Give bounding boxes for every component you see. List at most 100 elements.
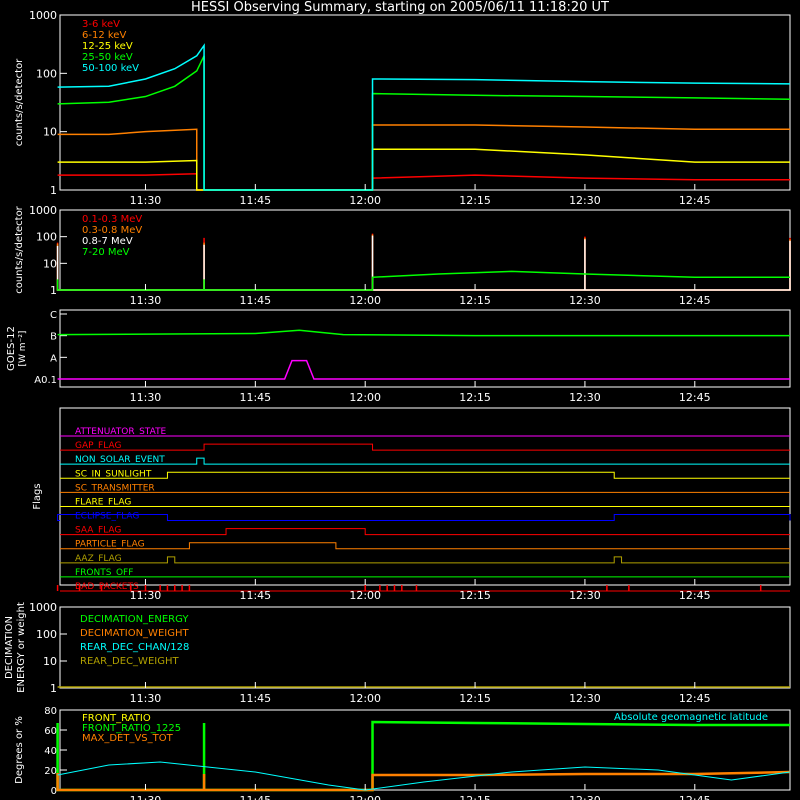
goes-xtick-label: 12:00 (349, 391, 381, 404)
flag-label-5: FLARE_FLAG (75, 497, 131, 507)
flag-label-4: SC_TRANSMITTER (75, 483, 155, 493)
flag-label-0: ATTENUATOR_STATE (75, 427, 167, 437)
goes-xtick-label: 11:45 (239, 391, 271, 404)
decimation-ytick-label: 1000 (29, 601, 57, 614)
count-rates-low-ytick-label: 10 (43, 126, 57, 139)
count-rates-high-xtick-label: 12:00 (349, 294, 381, 307)
count-rates-high-series-2 (56, 235, 791, 291)
ratios-xtick-label: 12:45 (679, 794, 711, 800)
count-rates-low-ytick-label: 100 (36, 67, 57, 80)
decimation-ylabel2: ENERGY or weight (16, 602, 27, 693)
decimation-xtick-label: 12:45 (679, 692, 711, 705)
flag-label-3: SC_IN_SUNLIGHT (75, 469, 152, 479)
flags-xtick-label: 12:00 (349, 589, 381, 602)
count-rates-low-xtick-label: 11:30 (130, 194, 162, 207)
count-rates-high-ytick-label: 1000 (29, 204, 57, 217)
goes-ytick-label: A0.1 (34, 375, 57, 386)
flag-label-8: PARTICLE_FLAG (75, 540, 145, 550)
count-rates-high-xtick-label: 12:45 (679, 294, 711, 307)
flags-xtick-label: 12:45 (679, 589, 711, 602)
ratios-xtick-label: 11:45 (239, 794, 271, 800)
flags-xtick-label: 12:30 (569, 589, 601, 602)
flag-line-6 (57, 514, 791, 522)
ratios-legend-1: FRONT_RATIO_1225 (82, 723, 181, 734)
decimation-legend-1: DECIMATION_WEIGHT (80, 628, 189, 639)
ratios-ytick-label: 80 (44, 706, 57, 717)
flag-line-9 (60, 556, 790, 564)
goes-xtick-label: 12:15 (459, 391, 491, 404)
decimation-ytick-label: 1 (50, 682, 57, 695)
ratios-ylabel: Degrees or % (14, 716, 25, 784)
flag-label-1: GAP_FLAG (75, 441, 121, 451)
count-rates-low-series-2 (57, 148, 790, 191)
count-rates-high-frame (59, 209, 791, 291)
count-rates-high-ylabel: counts/s/detector (14, 205, 25, 293)
goes-xtick-label: 11:30 (130, 391, 162, 404)
ratios-ytick-label: 20 (44, 766, 57, 777)
decimation-xtick-label: 12:30 (569, 692, 601, 705)
flag-label-11: BAD_PACKETS (75, 582, 139, 592)
ratios-xtick-label: 12:30 (569, 794, 601, 800)
count-rates-low-ytick-label: 1 (50, 184, 57, 197)
flags-frame (59, 407, 791, 586)
flag-label-6: ECLIPSE_FLAG (75, 512, 139, 522)
count-rates-low-xtick-label: 12:45 (679, 194, 711, 207)
flags-xtick-label: 11:30 (130, 589, 162, 602)
count-rates-low-xtick-label: 12:30 (569, 194, 601, 207)
goes-ytick-label: C (50, 310, 57, 321)
count-rates-high-series-1 (56, 234, 791, 291)
count-rates-low-frame (59, 14, 791, 191)
flags-ylabel: Flags (32, 483, 43, 509)
flag-line-2 (60, 457, 790, 465)
count-rates-high-series-3 (56, 270, 790, 291)
ratios-xtick-label: 11:30 (130, 794, 162, 800)
count-rates-high-xtick-label: 12:15 (459, 294, 491, 307)
flags-xtick-label: 12:15 (459, 589, 491, 602)
flag-line-8 (60, 542, 790, 550)
flag-label-10: FRONTS_OFF (75, 568, 133, 578)
count-rates-high-ytick-label: 1 (50, 284, 57, 297)
count-rates-low-legend-1: 6-12 keV (82, 30, 126, 41)
decimation-legend-3: REAR_DEC_WEIGHT (80, 656, 179, 667)
count-rates-high-legend-3: 7-20 MeV (82, 247, 130, 258)
goes-xtick-label: 12:30 (569, 391, 601, 404)
flag-label-2: NON_SOLAR_EVENT (75, 455, 165, 465)
flag-line-1 (60, 443, 790, 451)
flag-label-9: AAZ_FLAG (75, 554, 122, 564)
flag-line-7 (60, 528, 790, 536)
ratios-series-2 (56, 770, 791, 792)
ratios-legend-3: Absolute geomagnetic latitude (614, 712, 768, 723)
ratios-ytick-label: 60 (44, 726, 57, 737)
count-rates-high-legend-0: 0.1-0.3 MeV (82, 214, 142, 225)
goes-ytick-label: B (50, 332, 57, 343)
decimation-legend-0: DECIMATION_ENERGY (80, 614, 189, 625)
goes-ylabel-unit: [W m⁻²] (18, 331, 28, 367)
decimation-xtick-label: 12:15 (459, 692, 491, 705)
goes-frame (59, 309, 791, 388)
count-rates-high-xtick-label: 11:30 (130, 294, 162, 307)
count-rates-low-xtick-label: 12:00 (349, 194, 381, 207)
goes-xtick-label: 12:45 (679, 391, 711, 404)
decimation-legend-2: REAR_DEC_CHAN/128 (80, 642, 189, 653)
count-rates-high-ytick-label: 10 (43, 257, 57, 270)
goes-ylabel: GOES-12 (6, 326, 17, 371)
goes-series-1 (57, 359, 790, 380)
count-rates-low-xtick-label: 11:45 (239, 194, 271, 207)
ratios-ytick-label: 40 (44, 746, 57, 757)
count-rates-low-legend-3: 25-50 keV (82, 52, 133, 63)
ratios-xtick-label: 12:15 (459, 794, 491, 800)
flag-line-3 (60, 471, 790, 479)
decimation-xtick-label: 12:00 (349, 692, 381, 705)
decimation-ytick-label: 10 (43, 655, 57, 668)
ratios-ytick-label: 0 (51, 786, 57, 797)
goes-ytick-label: A (50, 353, 57, 364)
ratios-legend-2: MAX_DET_VS_TOT (82, 733, 174, 744)
count-rates-low-ytick-label: 1000 (29, 9, 57, 22)
decimation-ylabel: DECIMATION (4, 616, 15, 679)
decimation-frame (59, 606, 791, 689)
count-rates-high-legend-1: 0.3-0.8 MeV (82, 225, 142, 236)
ratios-series-3 (57, 761, 791, 791)
decimation-ytick-label: 100 (36, 628, 57, 641)
flag-label-7: SAA_FLAG (75, 526, 121, 536)
